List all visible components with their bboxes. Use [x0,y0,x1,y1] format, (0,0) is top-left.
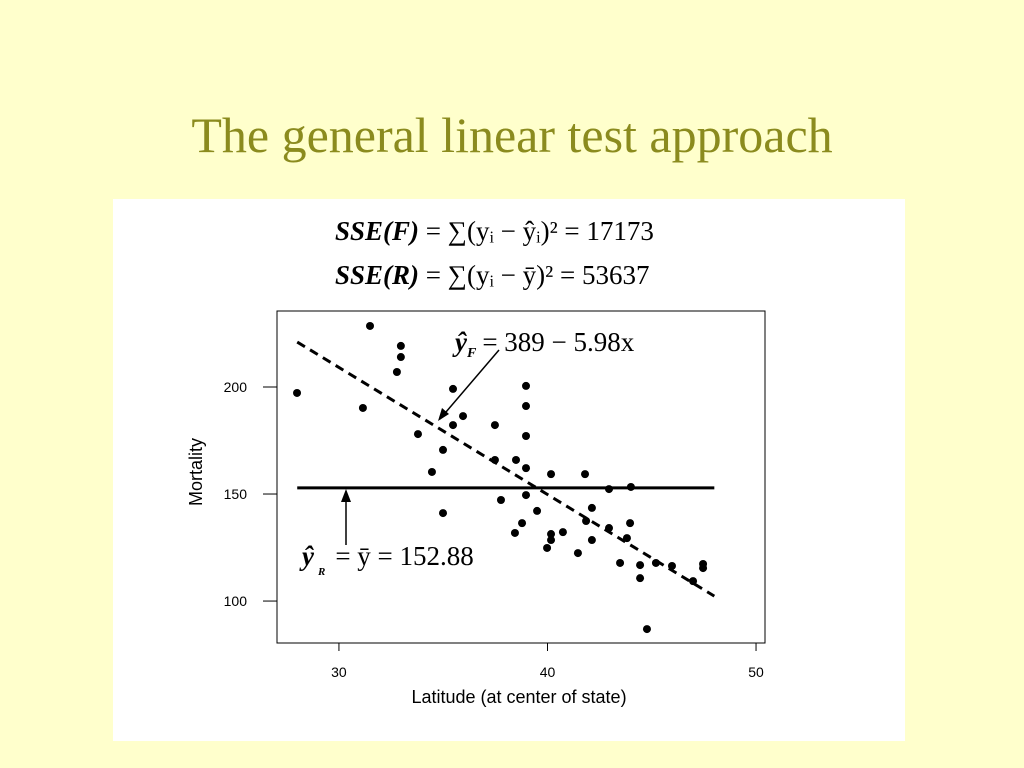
point [511,455,520,464]
point [587,536,596,545]
point [558,528,567,537]
arrow [439,349,500,420]
annotation: ŷR = ȳ = 152.88 [299,541,474,578]
point [626,519,635,528]
point [642,625,651,634]
point [459,412,468,421]
point [522,402,531,411]
annotation-symbol: ŷ [452,327,468,357]
equation-rhs: = ∑(yᵢ − ȳ)² = 53637 [426,260,650,290]
point [543,543,552,552]
y-axis-label: Mortality [186,438,206,506]
point [427,467,436,476]
annotation-symbol: ŷ [299,541,315,571]
point [547,530,556,539]
point [573,549,582,558]
point [636,574,645,583]
x-axis-label: Latitude (at center of state) [411,687,626,707]
arrow-head [438,408,449,421]
point [522,381,531,390]
plot-frame [276,310,766,644]
point [533,506,542,515]
point [636,561,645,570]
equation-lhs: SSE(R) [335,260,419,290]
point [622,534,631,543]
point [439,509,448,518]
point [510,528,519,537]
point [490,455,499,464]
point [413,430,422,439]
annotation-rhs: = ȳ = 152.88 [335,541,473,571]
y-tick-label: 200 [224,379,248,395]
annotation-sub: F [466,346,477,361]
point [522,491,531,500]
point [366,321,375,330]
x-tick-label: 40 [540,664,556,680]
equation: SSE(R) = ∑(yᵢ − ȳ)² = 53637 [335,260,649,290]
x-tick-label: 30 [331,664,347,680]
point [626,482,635,491]
point [699,564,708,573]
point [293,388,302,397]
y-tick-label: 100 [224,593,248,609]
point [449,384,458,393]
point [496,496,505,505]
point [616,558,625,567]
reference-line [296,340,716,598]
point [547,536,556,545]
annotation-sub: R [317,566,325,578]
slide-title: The general linear test approach [191,107,832,163]
point [358,403,367,412]
equation-rhs: = ∑(yᵢ − ŷᵢ)² = 17173 [426,216,654,246]
point [490,421,499,430]
point [587,503,596,512]
point [605,485,614,494]
point [667,561,676,570]
point [439,445,448,454]
point [581,470,590,479]
x-tick-label: 50 [748,664,764,680]
equation-lhs: SSE(F) [335,216,419,246]
point [392,368,401,377]
annotation: ŷF = 389 − 5.98x [452,327,635,361]
point [689,577,698,586]
point [582,516,591,525]
point [449,421,458,430]
point [518,519,527,528]
point [396,353,405,362]
point [522,432,531,441]
point [396,341,405,350]
annotation-rhs: = 389 − 5.98x [482,327,634,357]
arrow-head [341,489,351,502]
y-tick-label: 150 [224,486,248,502]
point [547,470,556,479]
point [522,464,531,473]
point [605,524,614,533]
equation: SSE(F) = ∑(yᵢ − ŷᵢ)² = 17173 [335,216,654,246]
point [651,558,660,567]
